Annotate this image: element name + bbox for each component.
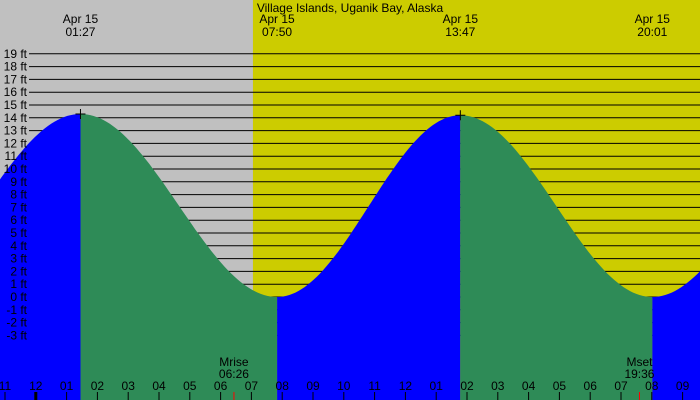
y-tick-label: 11 ft [5,149,28,163]
x-tick-label: 12 [29,379,43,393]
x-tick-label: 08 [645,379,659,393]
falling-tide-area [80,114,278,400]
y-tick-label: -1 ft [6,303,27,317]
x-tick-label: 03 [122,379,136,393]
chart-title: Village Islands, Uganik Bay, Alaska [257,1,444,15]
x-axis: 11 12 01 02 03 04 05 06 07 08 09 10 11 12 01 02 03 04 05 06… [0,379,690,400]
rising-tide-area [652,271,700,400]
high-tide-marker [75,108,86,119]
y-tick-label: 15 ft [4,98,28,112]
x-tick-label: 02 [91,379,105,393]
y-tick-label: 0 ft [10,290,27,304]
tide-date-label: Apr 15 [63,12,99,26]
rising-tide-area [277,115,461,400]
x-tick-label: 08 [276,379,290,393]
y-tick-label: 4 ft [10,239,27,253]
x-tick-label: 01 [430,379,444,393]
x-tick-label: 01 [60,379,74,393]
x-tick-label: 09 [676,379,690,393]
y-tick-label: -3 ft [6,328,27,342]
y-tick-label: 7 ft [10,200,27,214]
y-tick-label: 19 ft [4,47,28,61]
moon-event-time: 19:36 [624,367,654,381]
tide-date-label: Apr 15 [259,12,295,26]
rising-tide-area [0,114,81,400]
high-tide-marker [455,110,466,121]
y-tick-label: 16 ft [4,85,28,99]
tide-time-label: 20:01 [637,25,667,39]
x-tick-label: 11 [0,379,12,393]
tide-area [0,114,700,400]
tide-time-label: 13:47 [445,25,475,39]
x-tick-label: 04 [152,379,166,393]
y-tick-label: 17 ft [4,72,28,86]
y-tick-label: 1 ft [10,277,27,291]
moon-event-time: 06:26 [219,367,249,381]
y-tick-label: -2 ft [6,316,27,330]
y-tick-label: 5 ft [10,226,27,240]
x-tick-label: 05 [553,379,567,393]
y-tick-label: 9 ft [10,175,27,189]
falling-tide-area [460,115,653,400]
x-tick-label: 02 [460,379,474,393]
tide-date-label: Apr 15 [443,12,479,26]
x-tick-label: 05 [183,379,197,393]
y-tick-label: 8 ft [10,188,27,202]
y-tick-label: 2 ft [10,264,27,278]
x-tick-label: 03 [491,379,505,393]
tide-time-label: 07:50 [262,25,292,39]
tide-time-label: 01:27 [65,25,95,39]
x-tick-label: 06 [214,379,228,393]
tide-date-label: Apr 15 [635,12,671,26]
y-tick-label: 14 ft [4,111,28,125]
x-tick-label: 11 [368,379,381,393]
x-tick-label: 04 [522,379,536,393]
y-tick-label: 18 ft [4,60,28,74]
y-tick-label: 13 ft [4,124,28,138]
moon-event-label: Mset [626,355,653,369]
x-tick-label: 09 [306,379,320,393]
x-tick-label: 07 [245,379,259,393]
x-tick-label: 06 [584,379,598,393]
y-tick-label: 10 ft [4,162,28,176]
moon-event-label: Mrise [219,355,249,369]
y-tick-label: 6 ft [10,213,27,227]
y-tick-label: 12 ft [4,136,28,150]
x-tick-label: 10 [337,379,351,393]
x-tick-label: 12 [399,379,413,393]
x-tick-label: 07 [614,379,628,393]
y-tick-label: 3 ft [10,252,27,266]
